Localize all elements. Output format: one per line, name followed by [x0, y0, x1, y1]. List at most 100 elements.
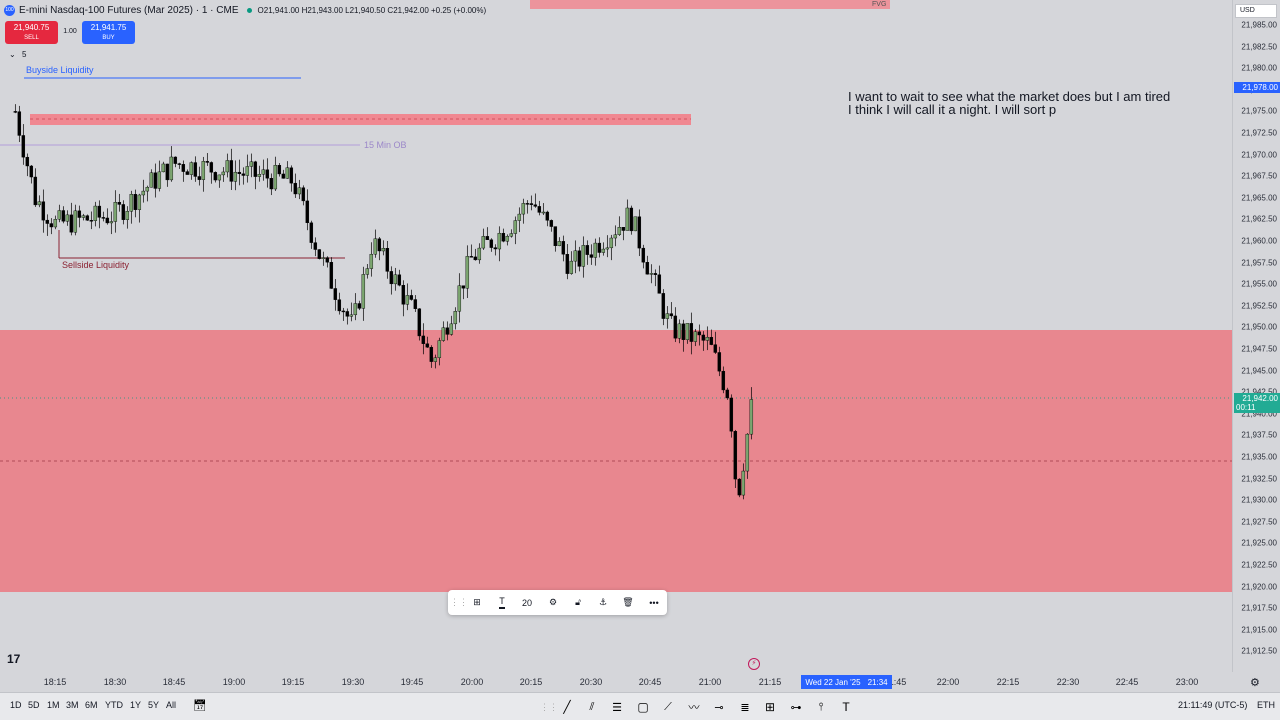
horizontal-ray-icon[interactable]: ⊶ — [790, 701, 802, 714]
buy-button[interactable]: 21,941.75 BUY — [82, 21, 135, 44]
time-tick: 20:30 — [579, 677, 603, 687]
candle-body — [733, 431, 738, 480]
price-tick: 21,937.50 — [1241, 430, 1277, 440]
fvg-zone[interactable] — [530, 0, 890, 9]
candle-body — [421, 335, 426, 344]
candle-body — [401, 284, 406, 305]
rectangle-icon[interactable]: ▢ — [637, 700, 649, 714]
candle-body — [405, 295, 410, 305]
bar-countdown: 00:11 — [1236, 403, 1256, 412]
candle-body — [149, 172, 154, 188]
fib-extension-icon[interactable]: ≣ — [740, 701, 750, 714]
range-button-1m[interactable]: 1M — [47, 700, 60, 710]
candle-body — [553, 226, 558, 247]
text-color-icon[interactable]: T — [493, 594, 511, 611]
fib-retracement-icon[interactable]: ☰ — [612, 701, 622, 714]
candle-body — [725, 389, 730, 399]
candle-body — [313, 242, 318, 250]
fvg-label: FVG — [872, 1, 886, 8]
price-tick: 21,960.00 — [1241, 236, 1277, 246]
range-button-all[interactable]: All — [166, 700, 177, 710]
price-tick: 21,947.50 — [1241, 344, 1277, 354]
time-tick: 21:15 — [758, 677, 782, 687]
time-tick: 19:15 — [281, 677, 305, 687]
time-scale[interactable]: 18:15 18:30 18:45 19:00 19:15 19:30 19:45 20:00… — [0, 672, 1232, 692]
candle-body — [229, 160, 234, 182]
range-button-ytd[interactable]: YTD — [105, 700, 123, 710]
range-button-1y[interactable]: 1Y — [130, 700, 142, 710]
price-tick: 21,917.50 — [1241, 603, 1277, 613]
parallel-channel-icon[interactable]: ⫽ — [589, 700, 595, 713]
crosshair-box-icon[interactable]: ⊞ — [764, 700, 776, 714]
date-range-icon[interactable]: 📅︎ — [193, 700, 207, 712]
indicator-toggle[interactable]: ⌄ 5 — [9, 50, 26, 59]
alert-price-label[interactable]: 21,978.00 — [1234, 82, 1280, 93]
tradingview-logo[interactable]: 17 — [7, 652, 21, 666]
supply-zone[interactable] — [30, 114, 691, 125]
candle-body — [141, 190, 146, 196]
buyside-liquidity-label: Buyside Liquidity — [26, 65, 94, 75]
range-button-3m[interactable]: 3M — [66, 700, 79, 710]
settings-gear-icon[interactable]: ⚙ — [1250, 677, 1260, 689]
candle-body — [705, 337, 710, 341]
candle-body — [633, 216, 638, 232]
chart-text-note[interactable]: I want to wait to see what the market do… — [848, 89, 1171, 117]
path-icon[interactable]: ⟋ — [664, 700, 672, 713]
range-button-6m[interactable]: 6M — [85, 700, 98, 710]
price-tick: 21,922.50 — [1241, 560, 1277, 570]
candle-body — [193, 162, 198, 177]
vertical-line-icon[interactable]: ⫯ — [818, 700, 824, 713]
currency-button[interactable]: USD — [1235, 4, 1277, 18]
chart-area[interactable]: FVG Buyside Liquidity 15 Min OB Sellside… — [0, 0, 1232, 672]
range-button-5d[interactable]: 5D — [28, 700, 40, 710]
quantity-field[interactable]: 1.00 — [63, 28, 77, 35]
candle-body — [481, 236, 486, 249]
candle-body — [309, 222, 314, 243]
symbol-title[interactable]: E-mini Nasdaq-100 Futures (Mar 2025) · 1… — [19, 4, 239, 16]
price-tick: 21,985.00 — [1241, 20, 1277, 30]
price-tick: 21,972.50 — [1241, 128, 1277, 138]
candle-body — [321, 257, 326, 259]
candle-body — [629, 207, 634, 232]
anchor-icon[interactable]: ⚓︎ — [598, 597, 608, 607]
trend-line-icon[interactable]: ╱ — [563, 700, 571, 714]
candle-body — [441, 327, 446, 341]
font-size-button[interactable]: 20 — [521, 597, 532, 608]
range-button-1d[interactable]: 1D — [10, 700, 22, 710]
candle-body — [557, 241, 562, 247]
lightning-icon[interactable]: ⚡︎ — [748, 658, 760, 670]
candle-body — [161, 163, 166, 173]
text-tool-icon[interactable]: T — [842, 700, 850, 714]
price-scale[interactable]: 21,985.0021,982.5021,980.0021,977.5021,9… — [1232, 0, 1280, 672]
drag-handle-icon[interactable]: ⋮⋮ — [540, 701, 558, 712]
buy-label: BUY — [102, 35, 115, 41]
wave-icon[interactable]: 〰 — [688, 702, 700, 714]
settings-icon[interactable]: ⚙ — [548, 597, 558, 607]
candle-body — [41, 201, 46, 221]
candle-body — [637, 216, 642, 249]
time-tick: 18:15 — [43, 677, 67, 687]
clock[interactable]: 21:11:49 (UTC-5) — [1178, 700, 1248, 710]
lock-icon[interactable]: 🔓︎ — [575, 597, 581, 607]
time-tick: 22:30 — [1056, 677, 1080, 687]
drag-handle-icon[interactable]: ⋮⋮ — [450, 597, 468, 607]
candlestick-chart[interactable]: FVG — [0, 0, 1232, 672]
symbol-header: 100 E-mini Nasdaq-100 Futures (Mar 2025)… — [4, 3, 486, 17]
more-icon[interactable]: ••• — [649, 597, 659, 608]
candle-body — [469, 256, 474, 258]
ray-icon[interactable]: ⊸ — [714, 701, 724, 714]
candle-body — [529, 203, 534, 205]
session-toggle[interactable]: ETH — [1257, 700, 1275, 710]
candle-body — [109, 221, 114, 224]
ohlc-values: O21,941.00 H21,943.00 L21,940.50 C21,942… — [257, 5, 487, 15]
demand-zone[interactable] — [0, 330, 1232, 592]
sell-button[interactable]: 21,940.75 SELL — [5, 21, 58, 44]
price-tick: 21,962.50 — [1241, 214, 1277, 224]
trash-icon[interactable]: 🗑︎ — [622, 597, 634, 607]
range-button-5y[interactable]: 5Y — [148, 700, 160, 710]
time-tick: 22:15 — [996, 677, 1020, 687]
candle-body — [661, 293, 666, 319]
candle-body — [657, 274, 662, 294]
candle-body — [485, 236, 490, 240]
templates-icon[interactable]: ⊞ — [473, 597, 481, 607]
